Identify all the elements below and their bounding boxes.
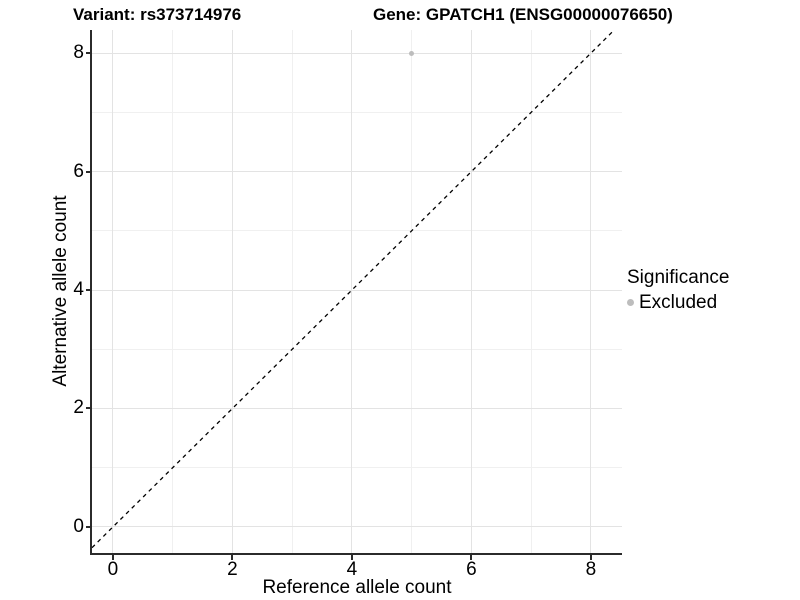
y-tick-mark <box>86 525 92 528</box>
legend: Significance Excluded <box>627 266 729 314</box>
x-tick-mark <box>470 555 473 560</box>
gridline-major-vertical <box>112 30 114 553</box>
legend-item-excluded: Excluded <box>627 291 729 314</box>
gridline-minor-horizontal <box>92 348 622 350</box>
gridline-major-horizontal <box>92 289 622 291</box>
identity-line <box>91 29 615 549</box>
y-tick-label: 2 <box>73 397 84 419</box>
x-tick-label: 4 <box>346 559 358 580</box>
legend-dot-excluded-icon <box>627 299 634 306</box>
x-axis-title: Reference allele count <box>262 577 452 598</box>
legend-title: Significance <box>627 267 730 288</box>
gridline-minor-vertical <box>530 30 532 553</box>
gridline-major-vertical <box>470 30 472 553</box>
x-tick-mark <box>231 555 234 560</box>
y-tick-label: 6 <box>73 160 84 182</box>
plot-title-variant: Variant: rs373714976 <box>73 5 242 24</box>
gridline-major-vertical <box>231 30 233 553</box>
gridline-major-horizontal <box>92 171 622 173</box>
gridline-major-horizontal <box>92 52 622 54</box>
x-tick-label: 8 <box>585 559 597 580</box>
gridline-major-horizontal <box>92 407 622 409</box>
y-tick-mark <box>86 52 92 55</box>
gridline-major-horizontal <box>92 526 622 528</box>
y-tick-label: 8 <box>73 42 84 64</box>
gridline-minor-horizontal <box>92 230 622 232</box>
gridline-major-vertical <box>590 30 592 553</box>
x-tick-label: 2 <box>227 559 238 580</box>
x-tick-mark <box>589 555 592 560</box>
gridline-major-vertical <box>351 30 353 553</box>
gridline-minor-vertical <box>172 30 174 553</box>
x-tick-label: 6 <box>466 559 477 580</box>
gridline-minor-vertical <box>291 30 293 553</box>
identity-line-layer <box>91 29 615 549</box>
y-axis-line <box>90 30 92 555</box>
data-point <box>409 50 415 56</box>
gridline-minor-horizontal <box>92 111 622 113</box>
y-tick-label: 0 <box>73 515 84 537</box>
y-tick-mark <box>86 407 92 410</box>
gridline-minor-vertical <box>411 30 413 553</box>
y-tick-mark <box>86 170 92 173</box>
gridline-minor-horizontal <box>92 467 622 469</box>
plot-panel <box>91 29 622 553</box>
x-axis-line <box>90 553 622 555</box>
y-tick-label: 4 <box>73 279 84 301</box>
plot-title-gene: Gene: GPATCH1 (ENSG00000076650) <box>373 5 673 24</box>
y-tick-mark <box>86 289 92 292</box>
x-tick-mark <box>350 555 353 560</box>
x-tick-label: 0 <box>107 559 119 580</box>
legend-item-label: Excluded <box>639 292 718 313</box>
x-tick-mark <box>111 555 114 560</box>
